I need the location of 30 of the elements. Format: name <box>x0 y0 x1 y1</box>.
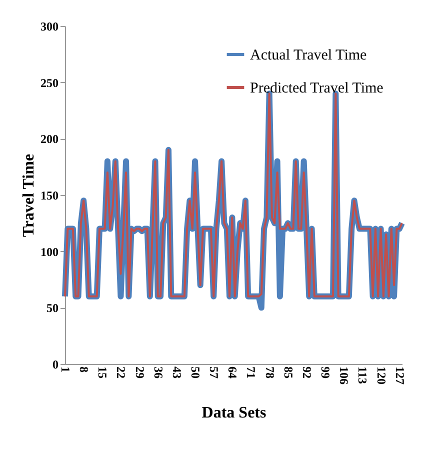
x-tick-label: 43 <box>170 366 184 378</box>
y-tick-label: 100 <box>40 244 58 259</box>
x-tick-label: 1 <box>58 366 72 372</box>
y-tick-label: 150 <box>40 188 58 202</box>
y-tick-label: 300 <box>40 20 58 34</box>
x-tick-label: 22 <box>114 366 128 378</box>
y-tick-label: 200 <box>40 132 58 146</box>
x-tick-label: 57 <box>207 366 222 378</box>
x-tick-label: 120 <box>374 366 388 384</box>
x-tick-label: 99 <box>318 366 333 378</box>
x-tick-label: 106 <box>337 366 352 384</box>
x-tick-label: 78 <box>262 366 277 378</box>
y-axis-title: Travel Time <box>20 154 38 238</box>
x-tick-label: 64 <box>226 366 240 378</box>
x-tick-label: 71 <box>244 366 258 378</box>
y-tick-label: 250 <box>40 76 58 90</box>
x-tick-label: 8 <box>77 366 92 372</box>
x-tick-label: 36 <box>151 366 166 378</box>
x-tick-label: 92 <box>300 366 314 378</box>
legend-label: Predicted Travel Time <box>250 80 384 96</box>
legend-label: Actual Travel Time <box>250 48 368 64</box>
x-tick-label: 113 <box>356 366 370 384</box>
y-tick-label: 0 <box>52 358 58 372</box>
x-tick-label: 50 <box>188 366 203 378</box>
x-tick-label: 127 <box>392 366 407 384</box>
x-tick-label: 29 <box>132 366 147 378</box>
y-tick-label: 50 <box>46 301 58 316</box>
x-tick-label: 85 <box>281 366 296 378</box>
x-axis-title: Data Sets <box>202 404 266 422</box>
x-tick-label: 15 <box>96 366 110 378</box>
